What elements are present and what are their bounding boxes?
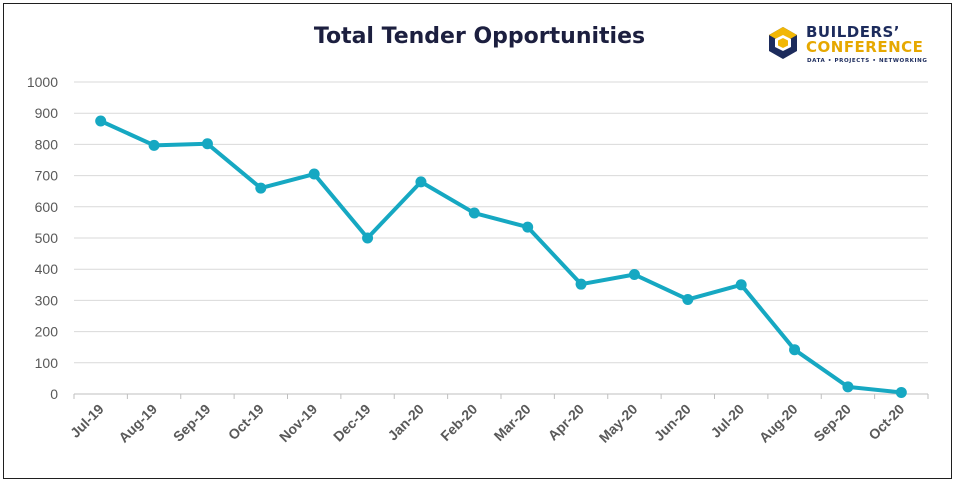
- x-tick-label: Jan-20: [384, 401, 427, 444]
- data-point: [148, 139, 160, 151]
- y-tick-label: 600: [35, 199, 59, 215]
- y-tick-label: 500: [35, 230, 59, 246]
- x-tick-label: May-20: [596, 401, 641, 446]
- y-tick-label: 400: [35, 261, 59, 277]
- logo: BUILDERS’ CONFERENCE DATA • PROJECTS • N…: [766, 24, 936, 74]
- x-tick-label: Nov-19: [276, 401, 320, 445]
- y-tick-label: 0: [50, 386, 58, 402]
- data-point: [255, 182, 267, 194]
- data-point: [522, 221, 534, 233]
- y-tick-label: 200: [35, 324, 59, 340]
- x-tick-label: Oct-20: [865, 401, 907, 443]
- x-tick-label: Feb-20: [437, 401, 480, 444]
- x-tick-label: Jul-19: [67, 401, 107, 441]
- data-point: [415, 176, 427, 188]
- data-point: [842, 381, 854, 393]
- y-tick-label: 700: [35, 168, 59, 184]
- series-line: [98, 119, 904, 395]
- data-point: [362, 232, 374, 244]
- y-tick-label: 800: [35, 136, 59, 152]
- x-tick-label: Oct-19: [225, 401, 267, 443]
- data-point: [468, 207, 480, 219]
- y-tick-label: 1000: [27, 74, 58, 90]
- data-point: [628, 269, 640, 281]
- x-tick-label: Jul-20: [707, 401, 747, 441]
- x-tick-label: Jun-20: [651, 401, 694, 444]
- x-tick-label: Sep-19: [170, 401, 214, 445]
- data-point: [575, 278, 587, 290]
- logo-text-conference: CONFERENCE: [806, 38, 924, 56]
- logo-tagline: DATA • PROJECTS • NETWORKING: [807, 58, 928, 64]
- x-tick-label: Apr-20: [545, 401, 588, 444]
- chart-title: Total Tender Opportunities: [313, 24, 646, 49]
- x-tick-label: Aug-19: [115, 401, 160, 446]
- data-point: [308, 168, 320, 180]
- data-point: [95, 115, 107, 127]
- data-point: [201, 138, 213, 150]
- data-point: [682, 293, 694, 305]
- data-point: [895, 386, 907, 398]
- y-tick-label: 100: [35, 355, 59, 371]
- x-tick-label: Mar-20: [491, 401, 534, 444]
- x-tick-label: Aug-20: [756, 401, 801, 446]
- data-point: [735, 279, 747, 291]
- y-tick-label: 300: [35, 292, 59, 308]
- data-point: [789, 344, 801, 356]
- logo-text-builders: BUILDERS’: [806, 23, 901, 41]
- y-tick-label: 900: [35, 105, 59, 121]
- x-tick-label: Sep-20: [810, 401, 854, 445]
- hexagon-logo-icon: [769, 27, 797, 59]
- x-tick-label: Dec-19: [330, 401, 374, 445]
